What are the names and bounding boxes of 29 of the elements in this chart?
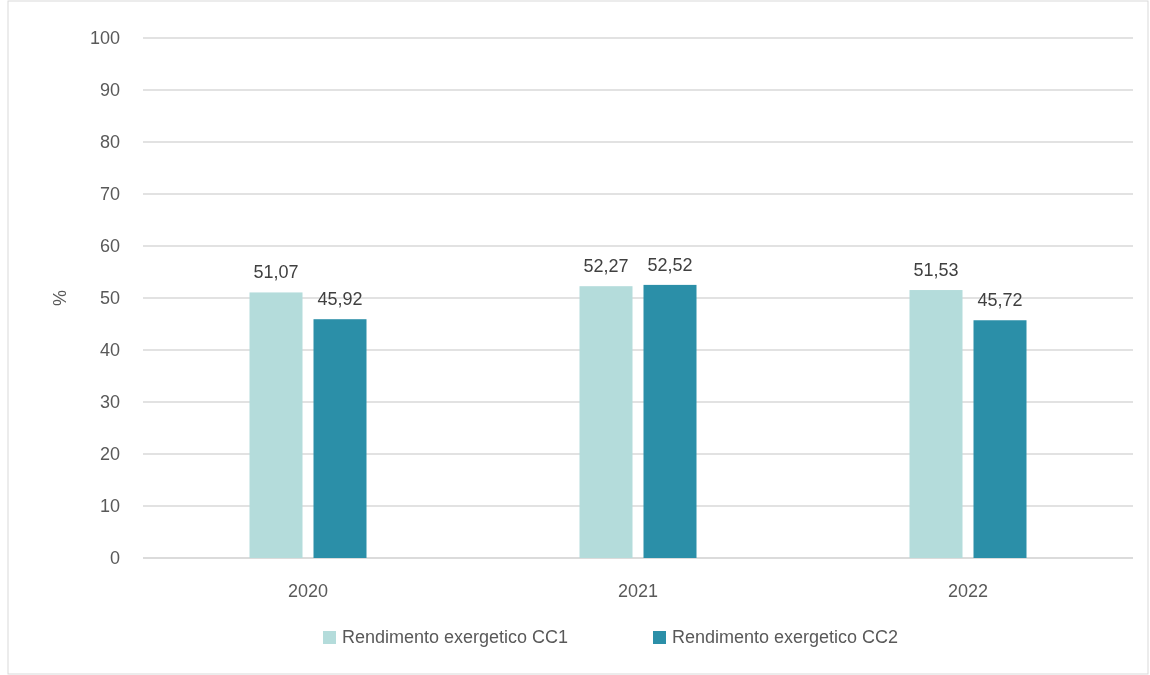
bar [313, 319, 367, 558]
legend-label: Rendimento exergetico CC2 [672, 627, 899, 647]
y-axis-title: % [50, 289, 70, 307]
y-tick-label: 10 [99, 496, 120, 516]
data-label: 51,07 [253, 262, 299, 283]
bar [909, 290, 963, 558]
data-label: 45,92 [317, 289, 363, 310]
data-label: 52,27 [583, 256, 629, 277]
x-tick-label: 2022 [947, 581, 989, 601]
legend-label: Rendimento exergetico CC1 [342, 627, 569, 647]
x-tick-label: 2020 [287, 581, 329, 601]
bar [579, 286, 633, 558]
x-tick-label: 2021 [617, 581, 659, 601]
data-label: 51,53 [913, 260, 959, 281]
y-tick-label: 100 [89, 28, 120, 48]
y-tick-label: 20 [99, 444, 120, 464]
bar [249, 292, 303, 558]
bar [973, 320, 1027, 558]
y-tick-label: 30 [99, 392, 120, 412]
y-tick-label: 90 [99, 80, 120, 100]
y-tick-label: 50 [99, 288, 120, 308]
bar [643, 284, 697, 558]
y-tick-label: 40 [99, 340, 120, 360]
data-label: 52,52 [647, 254, 693, 275]
y-tick-label: 70 [99, 184, 120, 204]
y-tick-label: 80 [99, 132, 120, 152]
y-tick-label: 60 [99, 236, 120, 256]
y-tick-label: 0 [109, 548, 120, 568]
data-label: 45,72 [977, 290, 1023, 311]
